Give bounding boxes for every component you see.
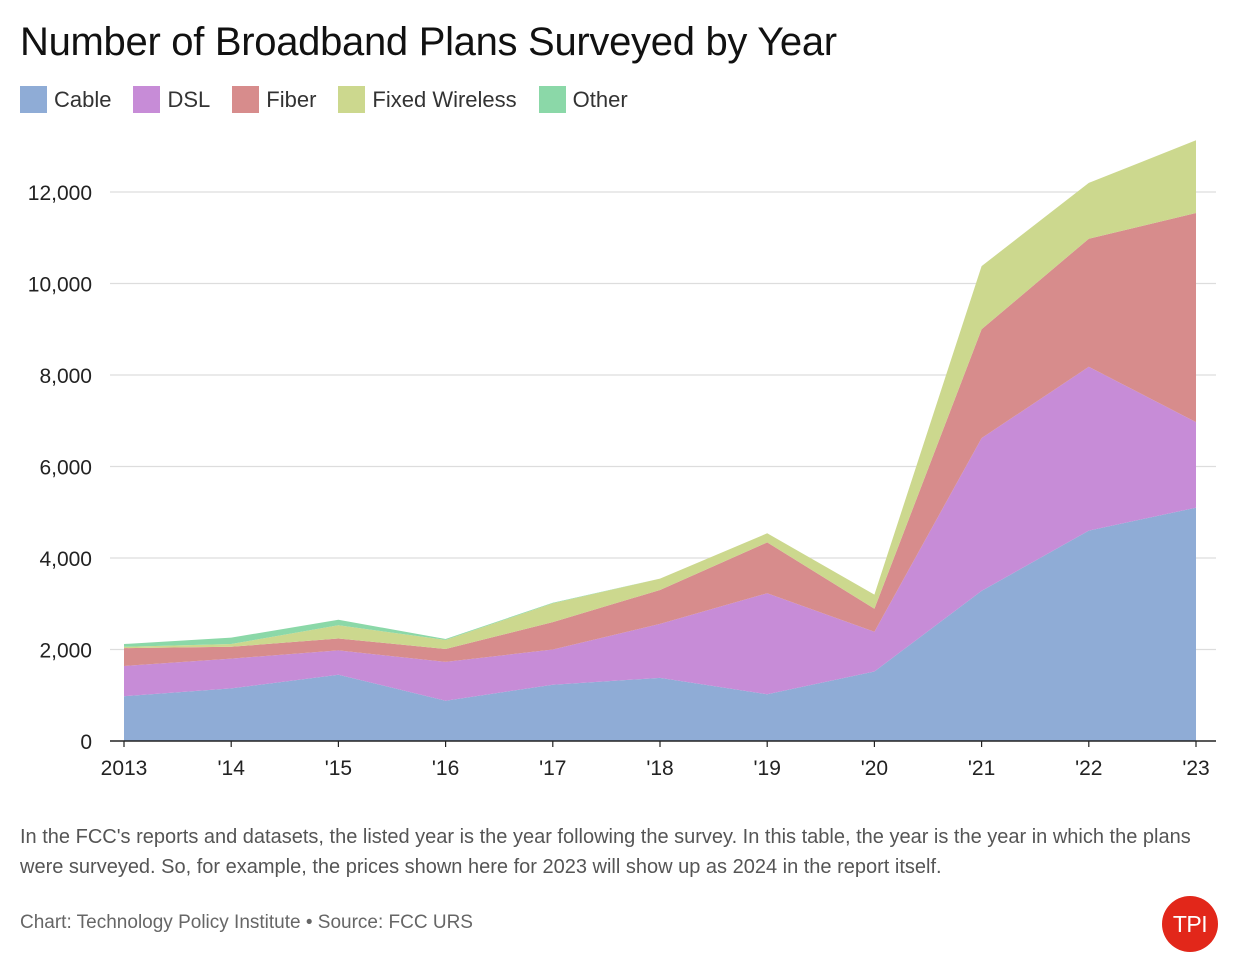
legend-label-fiber: Fiber (266, 86, 317, 112)
area-series-cable (124, 507, 1196, 741)
legend-swatch-cable (20, 86, 47, 113)
legend-label-cable: Cable (54, 86, 112, 112)
x-tick-label: '18 (646, 757, 673, 780)
legend-item-fixed-wireless: Fixed Wireless (338, 86, 517, 113)
legend-item-other: Other (538, 86, 628, 113)
legend-swatch-fixed-wireless (338, 86, 366, 113)
x-tick-label: '19 (754, 757, 781, 780)
y-tick-label: 10,000 (28, 274, 92, 297)
tpi-logo: TPI (1162, 896, 1218, 952)
legend-item-fiber: Fiber (232, 86, 316, 113)
x-tick-label: '17 (539, 757, 566, 780)
legend-label-other: Other (572, 86, 628, 112)
x-tick-label: '22 (1075, 757, 1102, 780)
area-series-fixed-wireless (124, 140, 1196, 650)
area-series-fiber (124, 213, 1196, 666)
x-tick-label: 2013 (101, 757, 148, 780)
x-tick-label: '15 (325, 757, 352, 780)
x-tick-label: '16 (432, 757, 459, 780)
legend-swatch-other (538, 86, 566, 113)
y-tick-label: 6,000 (39, 457, 92, 480)
x-tick-label: '23 (1182, 757, 1209, 780)
legend-label-fixed-wireless: Fixed Wireless (372, 86, 517, 112)
legend-label-dsl: DSL (167, 86, 211, 112)
chart-legend: Cable DSL Fiber Fixed Wireless Other (20, 86, 628, 113)
stacked-area-chart: 2013 '14 '15 '16 '17 '18 '19 '20 '21 '22 '23 0 2,000… (28, 140, 1216, 780)
y-tick-label: 8,000 (39, 365, 92, 388)
chart-credit: Chart: Technology Policy Institute • Sou… (20, 912, 473, 933)
chart-footnote: In the FCC's reports and datasets, the l… (20, 826, 1191, 878)
x-tick-label: '20 (861, 757, 888, 780)
chart-title: Number of Broadband Plans Surveyed by Ye… (20, 20, 837, 64)
y-tick-label: 2,000 (39, 640, 92, 663)
y-tick-label: 0 (80, 731, 92, 754)
y-tick-label: 4,000 (39, 548, 92, 571)
y-tick-label: 12,000 (28, 182, 92, 205)
legend-swatch-dsl (133, 86, 161, 113)
area-series-dsl (124, 366, 1196, 701)
x-tick-label: '14 (218, 757, 246, 780)
legend-swatch-fiber (232, 86, 260, 113)
legend-item-dsl: DSL (133, 86, 210, 113)
x-tick-label: '21 (968, 757, 995, 780)
legend-item-cable: Cable (20, 86, 111, 113)
